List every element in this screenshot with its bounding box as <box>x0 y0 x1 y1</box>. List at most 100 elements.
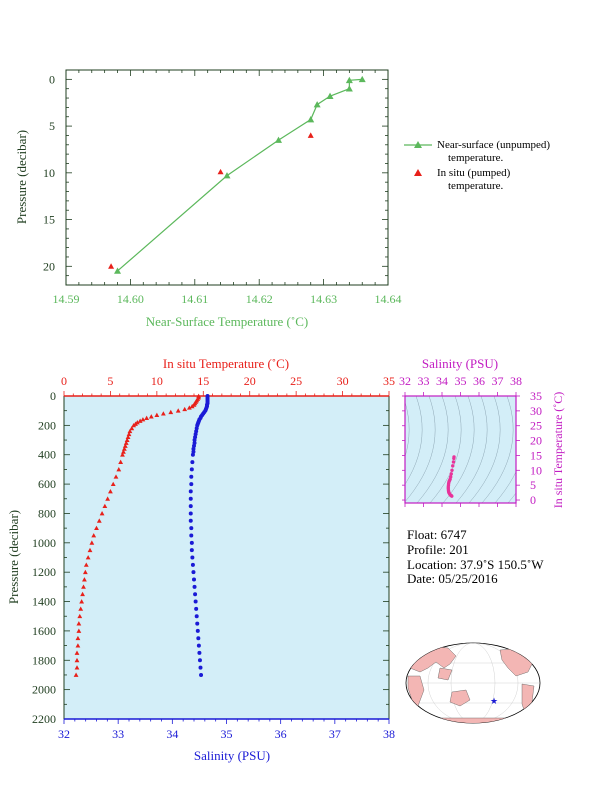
salinity-point <box>196 643 201 648</box>
map-land-south-america <box>521 683 535 717</box>
top-y-tick-label: 15 <box>43 213 55 227</box>
ts-point <box>450 494 454 498</box>
ts-salinity-tick-label: 33 <box>418 374 430 388</box>
salinity-tick-label: 34 <box>166 727 178 741</box>
location-map: ★ <box>405 642 541 724</box>
salinity-point <box>189 482 194 487</box>
ts-temperature-tick-label: 30 <box>530 404 542 418</box>
temperature-point <box>160 411 166 416</box>
in-situ-point <box>108 263 115 269</box>
temperature-point <box>96 518 102 523</box>
ts-salinity-ticks: 32 33 34 35 36 37 38 <box>399 374 522 507</box>
temperature-point <box>81 584 86 589</box>
salinity-point <box>193 599 198 604</box>
ts-density-contours <box>405 396 516 503</box>
ts-series <box>446 455 456 498</box>
top-x-tick-label: 14.62 <box>246 292 273 306</box>
pressure-tick-label: 2000 <box>32 683 56 697</box>
temperature-point <box>125 434 131 440</box>
near-surface-point <box>307 116 315 123</box>
temperature-point <box>175 408 181 413</box>
temperature-point <box>83 562 89 567</box>
ts-density-contour <box>416 396 449 503</box>
map-graticule <box>406 643 540 723</box>
ts-temperature-tick-label: 15 <box>530 448 542 462</box>
temperature-point <box>91 533 97 538</box>
salinity-point <box>194 606 199 611</box>
pressure-tick-label: 1800 <box>32 653 56 667</box>
legend-near-surface-line2: temperature. <box>448 152 504 164</box>
ts-temperature-tick-label: 5 <box>530 478 536 492</box>
pressure-tick-label: 1600 <box>32 624 56 638</box>
ts-salinity-tick-label: 32 <box>399 374 411 388</box>
near-surface-point <box>358 75 366 83</box>
near-surface-point <box>223 172 231 179</box>
temperature-point <box>148 414 154 419</box>
ts-temperature-tick-label: 20 <box>530 434 542 448</box>
salinity-tick-label: 33 <box>112 727 124 741</box>
temperature-ticks: 0 5 10 15 20 25 30 35 <box>61 374 395 396</box>
ts-y-axis-label: In situ Temperature (˚C) <box>551 392 565 509</box>
ts-plot-bg <box>405 396 516 503</box>
temperature-point <box>89 540 95 545</box>
temperature-point <box>129 425 135 431</box>
temperature-point <box>82 577 87 582</box>
ts-salinity-tick-label: 35 <box>455 374 467 388</box>
temperature-point <box>189 403 195 409</box>
ts-point <box>451 464 455 468</box>
info-date: Date: 05/25/2016 <box>407 571 498 586</box>
map-land-australia <box>449 689 471 707</box>
temperature-point <box>118 459 124 464</box>
legend-near-surface-line1: Near-surface (unpumped) <box>437 139 550 151</box>
temperature-point <box>186 405 192 410</box>
temperature-point <box>182 406 188 412</box>
salinity-tick-label: 36 <box>275 727 287 741</box>
ts-salinity-tick-label: 38 <box>510 374 522 388</box>
temperature-point <box>124 437 130 442</box>
top-x-ticks: 14.59 14.60 14.61 14.62 14.63 14.64 <box>53 70 402 306</box>
profile-chart: 0200400600800100012001400160018002000220… <box>6 356 395 763</box>
ts-title: Salinity (PSU) <box>422 356 498 371</box>
salinity-point <box>192 584 197 589</box>
salinity-tick-label: 37 <box>329 727 341 741</box>
pressure-tick-label: 1000 <box>32 536 56 550</box>
temperature-point <box>120 452 125 457</box>
top-x-tick-label: 14.59 <box>53 292 80 306</box>
temperature-point <box>113 474 119 479</box>
temperature-point <box>75 643 81 648</box>
temperature-point <box>121 449 126 454</box>
pressure-tick-label: 200 <box>38 418 56 432</box>
ts-density-contour <box>405 401 410 458</box>
salinity-point <box>189 526 194 531</box>
temperature-tick-label: 10 <box>151 374 163 388</box>
salinity-point <box>190 460 195 465</box>
float-location-star: ★ <box>490 696 498 706</box>
temperature-point <box>94 525 99 531</box>
temperature-point <box>154 412 160 418</box>
temperature-point <box>76 621 82 626</box>
salinity-tick-label: 32 <box>58 727 70 741</box>
top-y-tick-label: 10 <box>43 166 55 180</box>
profile-series <box>73 393 210 677</box>
temperature-point <box>123 440 129 445</box>
top-x-tick-label: 14.63 <box>310 292 337 306</box>
top-legend: Near-surface (unpumped) temperature. In … <box>404 139 550 192</box>
top-series <box>108 75 366 274</box>
temperature-tick-label: 20 <box>244 374 256 388</box>
temperature-point <box>105 496 111 501</box>
temperature-point <box>168 409 174 415</box>
temperature-point <box>140 417 146 422</box>
pressure-tick-label: 600 <box>38 477 56 491</box>
map-land-asia-east <box>437 667 453 681</box>
ts-temperature-tick-label: 25 <box>530 419 542 433</box>
salinity-point <box>190 452 195 457</box>
top-y-tick-label: 0 <box>49 72 55 86</box>
legend-marker-near-surface <box>414 141 422 148</box>
temperature-point <box>102 503 108 509</box>
near-surface-point <box>275 136 283 143</box>
temperature-tick-label: 30 <box>337 374 349 388</box>
salinity-point <box>188 489 193 494</box>
top-y-axis-label: Pressure (decibar) <box>14 130 29 224</box>
